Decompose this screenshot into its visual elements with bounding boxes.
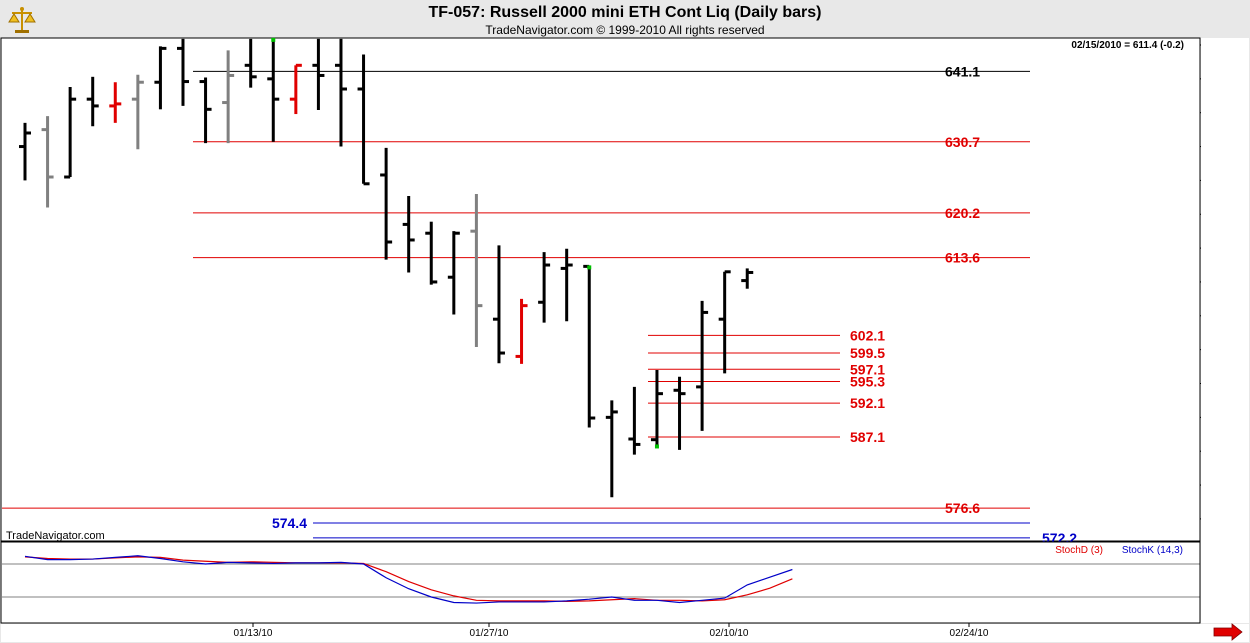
- level-label: 641.1: [945, 63, 980, 79]
- ohlc-bar: [538, 252, 551, 323]
- level-label: 630.7: [945, 134, 980, 150]
- ohlc-bar: [199, 77, 212, 144]
- ohlc-bar: [402, 195, 415, 273]
- ohlc-bar: [41, 116, 54, 208]
- legend-stochK: StochK (14,3): [1122, 545, 1183, 556]
- ohlc-bar: [673, 376, 686, 450]
- ohlc-bar: [267, 37, 280, 142]
- ohlc-bar: [696, 300, 709, 431]
- level-label: 602.1: [850, 327, 885, 343]
- ohlc-bar: [447, 231, 460, 315]
- legend-stochD: StochD (3): [1055, 545, 1103, 556]
- price-panel: 575.0580.0585.0590.0595.0600.0605.0610.0…: [0, 37, 1233, 546]
- ohlc-bar: [628, 386, 641, 455]
- bar-green-marker: [271, 37, 276, 42]
- level-label: 599.5: [850, 345, 885, 361]
- y-axis-area: [1201, 38, 1249, 623]
- ohlc-bar: [357, 54, 370, 186]
- level-label: 587.1: [850, 429, 885, 445]
- x-axis-label: 02/24/10: [950, 628, 989, 639]
- level-label: 576.6: [945, 500, 980, 516]
- scroll-right-arrow-shape: [1213, 623, 1243, 641]
- chart-title: TF-057: Russell 2000 mini ETH Cont Liq (…: [428, 4, 822, 21]
- ohlc-bar: [605, 400, 618, 498]
- level-label: 613.6: [945, 250, 980, 266]
- level-label: 620.2: [945, 205, 980, 221]
- ohlc-bar: [312, 38, 325, 110]
- chart-overlay: 01/13/10 01/27/10 02/10/10 02/24/10: [1, 38, 1249, 642]
- ohlc-bar: [19, 122, 31, 181]
- ohlc-bar: [289, 63, 302, 115]
- scroll-right-arrow-icon[interactable]: [1213, 623, 1243, 641]
- x-axis-area: [1, 624, 1249, 642]
- scales-logo-icon: [6, 4, 38, 36]
- ohlc-bar: [109, 82, 122, 123]
- ohlc-bar: [244, 38, 257, 88]
- ohlc-bar: [176, 38, 189, 106]
- ohlc-bar: [334, 38, 347, 147]
- level-label: 597.1: [850, 361, 885, 377]
- ohlc-bar: [380, 147, 393, 260]
- last-quote: 02/15/2010 = 611.4 (-0.2): [1071, 40, 1184, 51]
- ohlc-bar: [64, 86, 77, 179]
- ohlc-bar: [154, 46, 167, 110]
- bar-green-marker: [654, 444, 659, 449]
- stoch-series-line: [24, 555, 793, 604]
- ohlc-bar: [86, 76, 99, 127]
- x-axis-label: 02/10/10: [710, 628, 749, 639]
- stochastic-panel: 0StochD (3)StochK (14,3)70.1254.33: [0, 541, 1231, 624]
- copyright-subtitle: TradeNavigator.com © 1999-2010 All right…: [485, 23, 765, 37]
- x-axis-label: 01/27/10: [470, 628, 509, 639]
- level-label: 574.4: [272, 515, 307, 531]
- ohlc-bar: [718, 270, 731, 374]
- x-axis-label: 01/13/10: [234, 628, 273, 639]
- ohlc-bar: [425, 221, 438, 285]
- level-label: 592.1: [850, 395, 885, 411]
- level-label: 595.3: [850, 373, 885, 389]
- ohlc-bar: [741, 268, 754, 289]
- ohlc-bar: [222, 50, 235, 144]
- bar-green-marker: [587, 265, 592, 270]
- ohlc-bar: [583, 264, 596, 428]
- ohlc-bar: [131, 74, 144, 150]
- price-plot-area: [0, 37, 1201, 542]
- ohlc-bar: [515, 298, 528, 364]
- ohlc-bar: [650, 369, 663, 449]
- stochastic-plot-area: [0, 541, 1201, 624]
- ohlc-bar: [470, 193, 483, 347]
- ohlc-bar: [560, 248, 573, 322]
- ohlc-bar: [492, 245, 505, 364]
- watermark-text: TradeNavigator.com: [6, 530, 105, 542]
